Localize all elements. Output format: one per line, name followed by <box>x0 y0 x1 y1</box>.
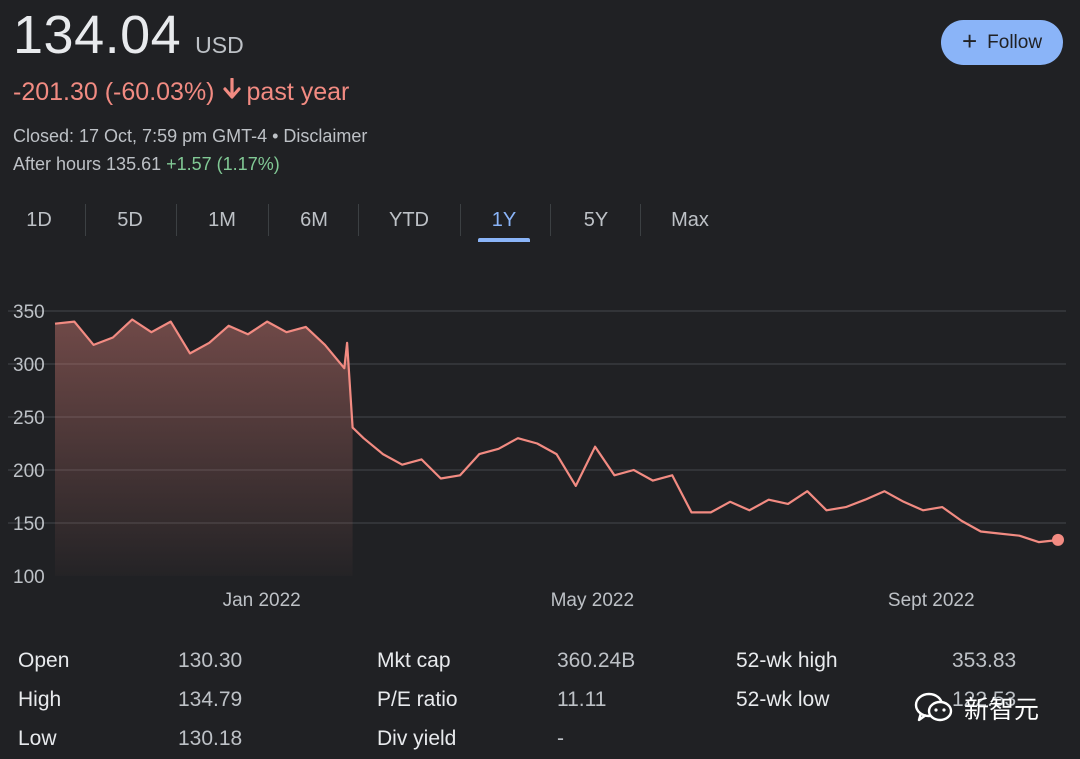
y-tick-label: 250 <box>13 408 45 429</box>
plus-icon: + <box>961 26 978 56</box>
stat-label-52wk-high: 52-wk high <box>736 649 838 672</box>
stat-label-low: Low <box>18 727 57 750</box>
wechat-icon <box>914 691 954 725</box>
tab-divider <box>550 204 551 236</box>
price-change: -201.30 (-60.03%) past year <box>13 77 350 107</box>
stat-value-mkt-cap: 360.24B <box>557 649 636 672</box>
x-tick-label: Jan 2022 <box>223 590 301 611</box>
follow-button[interactable]: + Follow <box>941 20 1063 65</box>
stat-value-high: 134.79 <box>178 688 243 711</box>
x-tick-label: May 2022 <box>551 590 634 611</box>
tab-5y[interactable]: 5Y <box>566 198 626 242</box>
tab-ytd[interactable]: YTD <box>372 198 446 242</box>
stat-label-mkt-cap: Mkt cap <box>377 649 451 672</box>
tab-1d[interactable]: 1D <box>10 198 68 242</box>
y-tick-label: 100 <box>13 567 45 588</box>
y-tick-label: 350 <box>13 302 45 323</box>
tab-divider <box>640 204 641 236</box>
tab-6m[interactable]: 6M <box>284 198 344 242</box>
price-line <box>54 318 1059 544</box>
tab-label: 5Y <box>583 208 609 231</box>
stat-label-pe-ratio: P/E ratio <box>377 688 458 711</box>
after-hours-price: After hours 135.61 <box>13 154 162 174</box>
key-stats: Open 130.30 High 134.79 Low 130.18 Mkt c… <box>0 640 1080 759</box>
y-tick-label: 200 <box>13 461 45 482</box>
change-value: -201.30 (-60.03%) <box>13 78 215 106</box>
tab-divider <box>460 204 461 236</box>
stat-label-div-yield: Div yield <box>377 727 457 750</box>
after-hours-change: +1.57 (1.17%) <box>166 154 280 174</box>
currency-code: USD <box>195 32 244 58</box>
change-period: past year <box>246 78 350 106</box>
stat-label-high: High <box>18 688 62 711</box>
tab-1y[interactable]: 1Y <box>474 198 534 242</box>
stat-value-low: 130.18 <box>178 727 243 750</box>
stat-label-open: Open <box>18 649 70 672</box>
after-hours-info: After hours 135.61 +1.57 (1.17%) <box>13 154 280 175</box>
follow-label: Follow <box>987 31 1043 53</box>
stat-value-52wk-low: 122.53 <box>952 688 1017 711</box>
stat-label-52wk-low: 52-wk low <box>736 688 830 711</box>
price-chart[interactable]: 350 300 250 200 150 100 Jan 2022 May 2022 Sept 2… <box>0 280 1080 620</box>
tab-divider <box>85 204 86 236</box>
area-fill <box>55 319 353 576</box>
tab-divider <box>268 204 269 236</box>
tab-label: Max <box>671 208 709 231</box>
tab-label: YTD <box>389 208 429 231</box>
current-price: 134.04 <box>13 5 182 65</box>
stat-value-open: 130.30 <box>178 649 243 672</box>
tab-label: 1D <box>26 208 52 231</box>
last-price-dot <box>1052 533 1064 546</box>
watermark-text: 新智元 <box>964 695 1040 724</box>
watermark: 新智元 <box>914 690 1039 726</box>
stat-value-52wk-high: 353.83 <box>952 649 1017 672</box>
tab-label: 1Y <box>491 208 517 231</box>
price-row: 134.04 USD <box>13 4 244 66</box>
tab-divider <box>358 204 359 236</box>
y-tick-label: 300 <box>13 355 45 376</box>
stat-value-pe-ratio: 11.11 <box>557 688 607 711</box>
range-tabs: 1D 5D 1M 6M YTD 1Y 5Y Max <box>0 198 740 244</box>
closed-info[interactable]: Closed: 17 Oct, 7:59 pm GMT-4 • Disclaim… <box>13 126 368 146</box>
stat-value-div-yield: - <box>557 727 564 750</box>
x-tick-label: Sept 2022 <box>888 590 975 611</box>
tab-max[interactable]: Max <box>658 198 722 242</box>
active-tab-indicator <box>478 238 530 242</box>
tab-1m[interactable]: 1M <box>192 198 252 242</box>
y-tick-label: 150 <box>13 514 45 535</box>
arrow-down-icon <box>222 77 241 107</box>
tab-label: 5D <box>117 208 143 231</box>
tab-label: 1M <box>208 208 236 231</box>
tab-label: 6M <box>300 208 328 231</box>
tab-5d[interactable]: 5D <box>100 198 160 242</box>
tab-divider <box>176 204 177 236</box>
